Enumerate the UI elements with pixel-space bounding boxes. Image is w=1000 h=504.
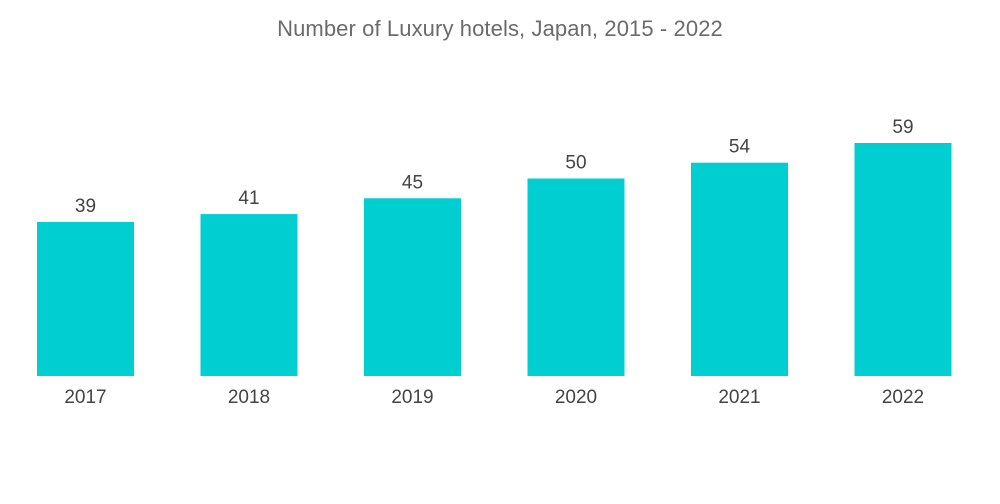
bar-2022 bbox=[854, 143, 952, 376]
x-tick-label-2019: 2019 bbox=[391, 387, 433, 408]
x-tick-label-2017: 2017 bbox=[64, 387, 106, 408]
bar-2017 bbox=[37, 222, 134, 376]
bar-2018 bbox=[200, 214, 298, 376]
x-tick-label-2018: 2018 bbox=[228, 387, 270, 408]
x-axis-tick-labels: 2017 2018 2019 2020 2021 2022 bbox=[64, 387, 924, 408]
data-label-2019: 45 bbox=[402, 172, 423, 193]
x-tick-label-2022: 2022 bbox=[882, 387, 924, 408]
data-label-2018: 41 bbox=[238, 188, 259, 209]
chart-title: Number of Luxury hotels, Japan, 2015 - 2… bbox=[277, 16, 723, 41]
value-labels-layer: 39 41 45 50 54 59 bbox=[75, 117, 914, 217]
data-label-2020: 50 bbox=[565, 153, 586, 174]
data-label-2021: 54 bbox=[729, 137, 751, 158]
bar-2021 bbox=[691, 162, 788, 376]
x-tick-label-2020: 2020 bbox=[555, 387, 597, 408]
bar-2019 bbox=[364, 198, 461, 376]
data-label-2022: 59 bbox=[892, 117, 913, 138]
bar-2020 bbox=[527, 178, 625, 376]
x-tick-label-2021: 2021 bbox=[718, 387, 760, 408]
bars-layer bbox=[37, 143, 952, 376]
data-label-2017: 39 bbox=[75, 196, 96, 217]
